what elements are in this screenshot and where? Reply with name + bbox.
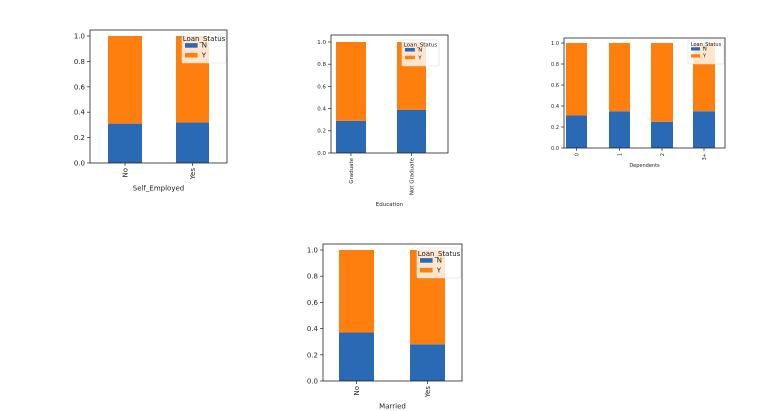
y-tick-label: 0.4 xyxy=(307,325,319,333)
bar-N-No xyxy=(339,332,374,381)
y-tick-label: 0.2 xyxy=(551,125,559,131)
x-axis-label: Dependents xyxy=(629,163,660,169)
bar-Y-2 xyxy=(651,43,673,122)
y-tick-label: 0.8 xyxy=(307,273,318,281)
x-axis-label: Self_Employed xyxy=(133,185,184,193)
bar-Y-No xyxy=(108,36,142,124)
x-tick-label: 1 xyxy=(617,153,623,156)
legend-title: Loan_Status xyxy=(183,35,226,43)
legend-swatch-N xyxy=(691,47,700,51)
bar-N-Yes xyxy=(410,344,445,381)
y-tick-label: 0.6 xyxy=(551,83,559,89)
x-tick-label: 0 xyxy=(574,153,580,156)
bar-Y-Graduate xyxy=(336,42,366,121)
axes-frame xyxy=(563,37,726,149)
legend-label-Y: Y xyxy=(417,55,422,61)
y-tick-label: 0.0 xyxy=(551,146,559,152)
chart-education: Graduate Not Graduate 0.0 0.2 0.4 0.6 0.8 1.0 Ed… xyxy=(317,34,449,208)
legend-label-Y: Y xyxy=(702,54,707,60)
bar-Y-No xyxy=(339,250,374,333)
bar-N-1 xyxy=(609,111,630,148)
chart-self_employed: No Yes 0.0 0.2 0.4 0.6 0.8 1.0 Self_Employed Loan… xyxy=(74,29,228,193)
y-tick-label: 1.0 xyxy=(551,41,559,47)
y-tick-label: 1.0 xyxy=(74,32,85,40)
legend-swatch-Y xyxy=(691,54,700,58)
bar-N-Yes xyxy=(176,122,209,163)
chart-married: No Yes 0.0 0.2 0.4 0.6 0.8 1.0 Married Loan_Statu… xyxy=(307,243,463,411)
legend-label-Y: Y xyxy=(201,52,207,60)
y-tick-label: 0.2 xyxy=(317,129,326,135)
bar-N-2 xyxy=(651,121,673,148)
legend-swatch-Y xyxy=(420,267,433,273)
axes-frame xyxy=(330,34,449,154)
y-tick-label: 0.6 xyxy=(307,299,319,307)
x-tick-label: No xyxy=(121,168,129,178)
legend-swatch-N xyxy=(185,43,198,48)
x-tick-label: Not Graduate xyxy=(409,157,415,195)
bar-N-0 xyxy=(566,115,587,148)
y-tick-label: 0.4 xyxy=(551,104,559,110)
legend-box xyxy=(687,39,725,65)
legend-title: Loan_Status xyxy=(691,42,722,48)
legend-swatch-Y xyxy=(185,52,198,58)
legend-swatch-N xyxy=(405,47,415,52)
y-tick-label: 0.2 xyxy=(307,351,318,359)
y-tick-label: 0.0 xyxy=(307,377,318,385)
y-tick-label: 1.0 xyxy=(317,40,326,46)
y-tick-label: 0.4 xyxy=(74,109,86,117)
legend-label-N: N xyxy=(202,42,207,50)
bar-N-3+ xyxy=(693,111,715,148)
y-tick-label: 0.0 xyxy=(74,159,85,167)
legend-label-Y: Y xyxy=(436,267,442,275)
legend-box xyxy=(401,39,440,67)
legend-title: Loan_Status xyxy=(404,43,438,49)
bar-N-Graduate xyxy=(336,120,366,153)
axes-frame xyxy=(322,243,463,382)
y-tick-label: 0.6 xyxy=(317,84,326,90)
y-tick-label: 1.0 xyxy=(307,246,318,254)
bar-Y-0 xyxy=(566,43,587,116)
legend-swatch-N xyxy=(420,258,433,263)
bar-Y-1 xyxy=(609,43,630,112)
legend-swatch-Y xyxy=(405,55,415,60)
y-tick-label: 0.2 xyxy=(74,134,85,142)
y-tick-label: 0.6 xyxy=(74,83,86,91)
x-tick-label: No xyxy=(353,386,361,396)
y-tick-label: 0.8 xyxy=(74,58,85,66)
x-tick-label: 2 xyxy=(660,153,666,156)
chart-dependents: 0 1 2 3+ 0.0 0.2 0.4 0.6 0.8 1.0 Dependents Loan_St… xyxy=(551,37,726,169)
y-tick-label: 0.8 xyxy=(551,62,559,68)
legend-label-N: N xyxy=(437,257,442,265)
y-tick-label: 0.8 xyxy=(317,62,326,68)
y-tick-label: 0.0 xyxy=(317,151,326,157)
bar-N-Not Graduate xyxy=(397,109,426,153)
bar-N-No xyxy=(108,123,142,163)
x-tick-label: Yes xyxy=(189,168,197,181)
x-tick-label: Graduate xyxy=(349,157,355,183)
x-tick-label: Yes xyxy=(424,386,432,399)
legend-title: Loan_Status xyxy=(418,250,461,258)
x-tick-label: 3+ xyxy=(702,153,708,160)
axes-frame xyxy=(89,29,228,164)
legend-label-N: N xyxy=(418,48,422,54)
x-axis-label: Education xyxy=(376,202,404,208)
x-axis-label: Married xyxy=(379,403,406,411)
y-tick-label: 0.4 xyxy=(317,107,326,113)
legend-label-N: N xyxy=(703,47,707,53)
